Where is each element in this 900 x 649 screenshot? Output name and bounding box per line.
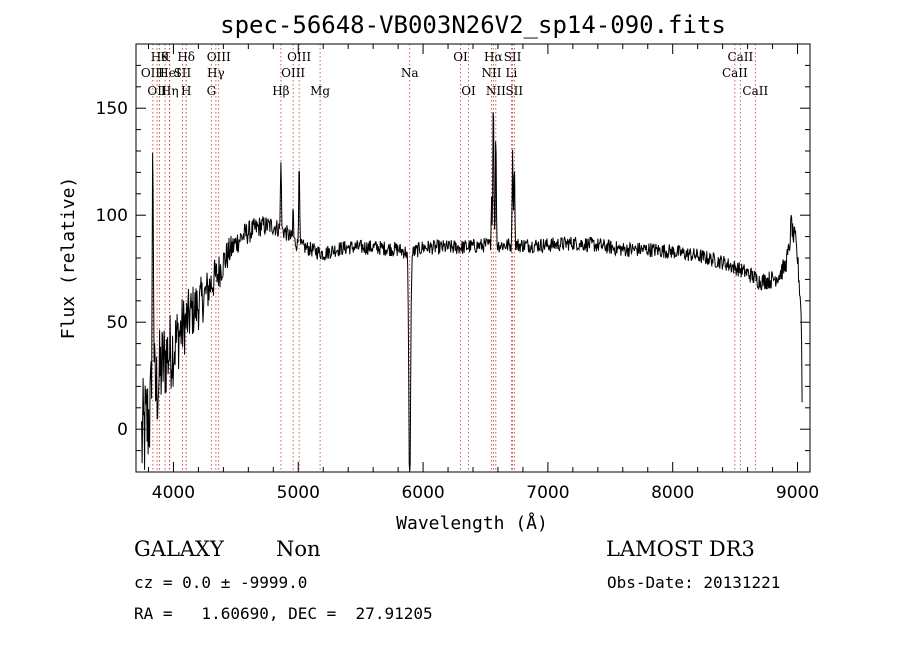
line-marker-label: CaII bbox=[727, 50, 753, 64]
x-tick-label: 4000 bbox=[152, 483, 195, 503]
x-axis-label: Wavelength (Å) bbox=[396, 512, 548, 534]
chart-title: spec-56648-VB003N26V2_sp14-090.fits bbox=[220, 11, 726, 39]
line-marker-label: G bbox=[207, 84, 217, 98]
y-axis: 0 50 100 150 bbox=[96, 64, 810, 452]
spectral-line-markers bbox=[152, 44, 756, 472]
x-tick-label: 6000 bbox=[401, 483, 444, 503]
line-marker-label: SII bbox=[504, 50, 522, 64]
survey-name: LAMOST DR3 bbox=[606, 537, 755, 561]
line-marker-label: NII bbox=[481, 66, 501, 80]
plot-frame bbox=[135, 43, 811, 473]
line-marker-label: OIII bbox=[287, 50, 311, 64]
y-axis-label: Flux (relative) bbox=[58, 177, 79, 340]
line-marker-label: OII bbox=[147, 84, 167, 98]
y-tick-label: 100 bbox=[96, 206, 128, 226]
obs-date: Obs-Date: 20131221 bbox=[607, 573, 781, 592]
object-class: GALAXY bbox=[134, 537, 224, 561]
y-tick-label: 150 bbox=[96, 99, 128, 119]
line-marker-label: Hγ bbox=[207, 66, 225, 80]
y-tick-label: 50 bbox=[106, 313, 128, 333]
line-marker-label: OIII bbox=[207, 50, 231, 64]
line-marker-label: Hβ bbox=[272, 84, 289, 98]
line-marker-label: OIII bbox=[141, 66, 165, 80]
line-marker-label: Mg bbox=[310, 84, 330, 98]
x-tick-label: 7000 bbox=[526, 483, 569, 503]
line-marker-label: Na bbox=[401, 66, 419, 80]
x-tick-label: 5000 bbox=[277, 483, 320, 503]
x-tick-label: 8000 bbox=[651, 483, 694, 503]
object-subclass: Non bbox=[276, 537, 321, 561]
line-marker-label: Hη bbox=[161, 84, 179, 98]
line-marker-label: Hα bbox=[484, 50, 503, 64]
ra-dec-readout: RA = 1.60690, DEC = 27.91205 bbox=[134, 604, 433, 623]
line-marker-label: Hδ bbox=[177, 50, 195, 64]
line-marker-label: OI bbox=[461, 84, 476, 98]
line-marker-label: CaII bbox=[722, 66, 748, 80]
cz-readout: cz = 0.0 ± -9999.0 bbox=[134, 573, 308, 592]
line-marker-label: Hθ bbox=[151, 50, 169, 64]
line-marker-label: H bbox=[181, 84, 191, 98]
x-axis: 4000 5000 6000 7000 8000 9000 bbox=[147, 44, 819, 503]
spectrum-series bbox=[141, 112, 803, 473]
line-marker-label: Li bbox=[506, 66, 518, 80]
line-marker-label: SII bbox=[505, 84, 523, 98]
line-marker-label: HeI bbox=[158, 66, 181, 80]
line-marker-label: OI bbox=[453, 50, 468, 64]
line-marker-label: OIII bbox=[281, 66, 305, 80]
y-tick-label: 0 bbox=[117, 420, 128, 440]
line-marker-label: NII bbox=[486, 84, 506, 98]
line-marker-label: K bbox=[161, 50, 171, 64]
line-marker-label: SII bbox=[174, 66, 192, 80]
x-tick-label: 9000 bbox=[776, 483, 819, 503]
line-marker-label: CaII bbox=[742, 84, 768, 98]
